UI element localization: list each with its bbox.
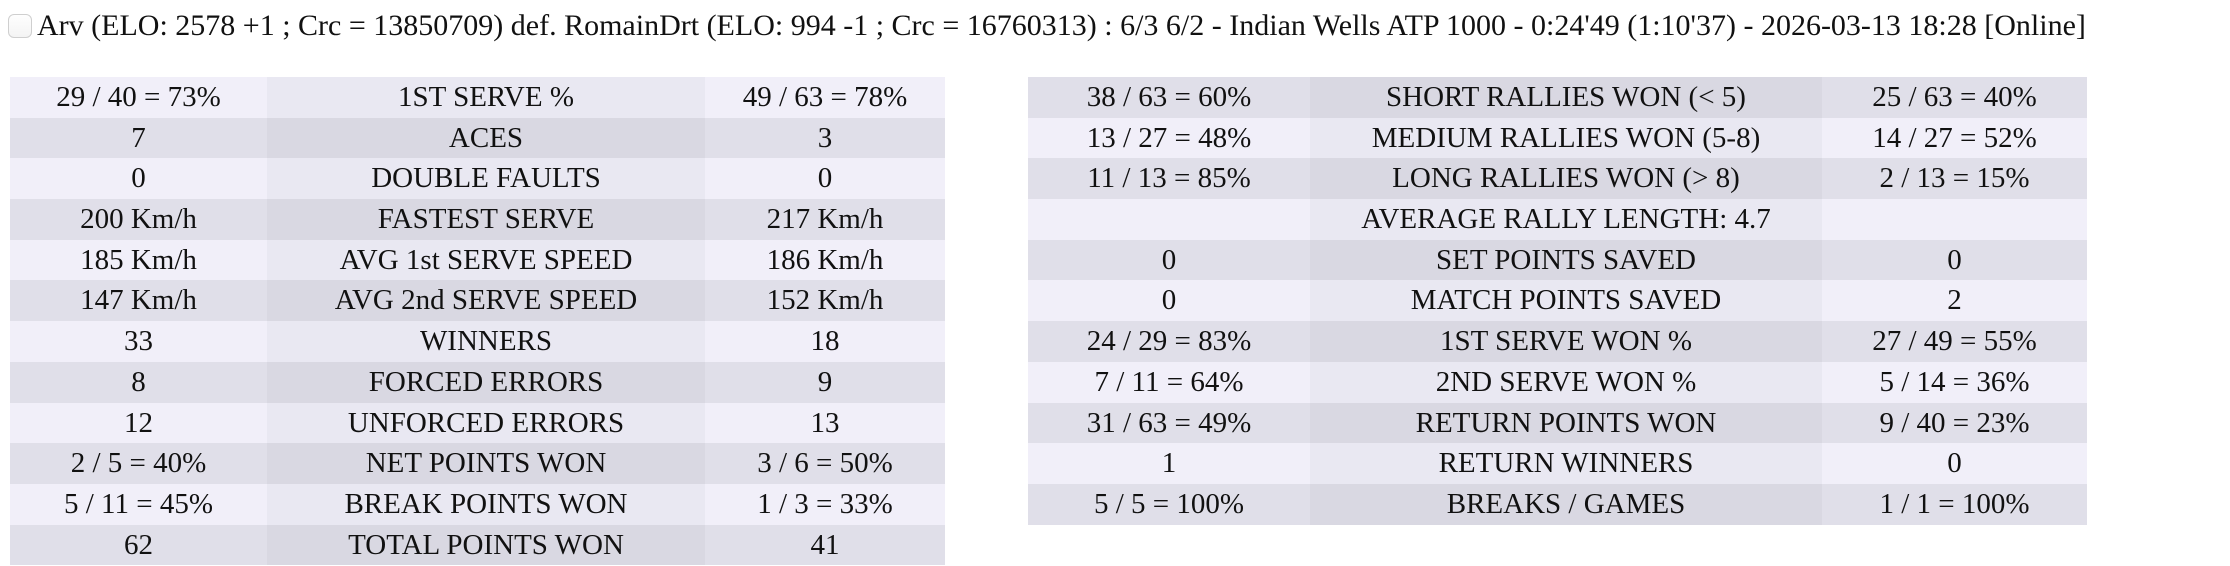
- stat-value-player1: 147 Km/h: [10, 280, 267, 322]
- stat-value-player1: 0: [1028, 280, 1310, 322]
- stat-value-player1: 12: [10, 402, 267, 444]
- stat-value-player2: 217 Km/h: [705, 199, 945, 240]
- stat-label: RETURN WINNERS: [1310, 443, 1822, 484]
- stat-label: MATCH POINTS SAVED: [1310, 280, 1822, 322]
- stat-label: TOTAL POINTS WON: [267, 524, 705, 566]
- stat-value-player2: 1 / 1 = 100%: [1822, 483, 2087, 525]
- stat-label: AVERAGE RALLY LENGTH: 4.7: [1310, 199, 1822, 240]
- stat-value-player1: 8: [10, 361, 267, 403]
- stat-value-player1: 5 / 5 = 100%: [1028, 483, 1310, 525]
- stat-label: FORCED ERRORS: [267, 361, 705, 403]
- stat-value-player2: 18: [705, 321, 945, 362]
- stat-label: UNFORCED ERRORS: [267, 402, 705, 444]
- stat-value-player2: 13: [705, 402, 945, 444]
- stat-value-player2: 25 / 63 = 40%: [1822, 77, 2087, 118]
- stat-label: NET POINTS WON: [267, 443, 705, 484]
- stat-value-player2: 152 Km/h: [705, 280, 945, 322]
- serve-and-points-stats-table: 29 / 40 = 73% 1ST SERVE % 49 / 63 = 78% 7 AC…: [10, 77, 945, 566]
- stat-value-player2: 5 / 14 = 36%: [1822, 361, 2087, 403]
- stat-value-player1: 62: [10, 524, 267, 566]
- stat-value-player1: 0: [10, 158, 267, 200]
- stat-value-player2: 41: [705, 524, 945, 566]
- stat-value-player1: 7 / 11 = 64%: [1028, 361, 1310, 403]
- stat-value-player2: 3: [705, 117, 945, 159]
- stat-value-player2: 9 / 40 = 23%: [1822, 402, 2087, 444]
- stat-label: SHORT RALLIES WON (< 5): [1310, 77, 1822, 118]
- stat-value-player2: 27 / 49 = 55%: [1822, 321, 2087, 362]
- stat-value-player1: 185 Km/h: [10, 239, 267, 281]
- stat-value-player1: 31 / 63 = 49%: [1028, 402, 1310, 444]
- stat-value-player2: 9: [705, 361, 945, 403]
- stat-label: BREAKS / GAMES: [1310, 483, 1822, 525]
- stat-value-player1: 11 / 13 = 85%: [1028, 158, 1310, 200]
- stat-value-player1: 24 / 29 = 83%: [1028, 321, 1310, 362]
- stat-value-player1: 1: [1028, 443, 1310, 484]
- stat-value-player1: 2 / 5 = 40%: [10, 443, 267, 484]
- stat-label: DOUBLE FAULTS: [267, 158, 705, 200]
- stat-label: SET POINTS SAVED: [1310, 239, 1822, 281]
- stat-value-player1: 200 Km/h: [10, 199, 267, 240]
- stat-value-player1: 38 / 63 = 60%: [1028, 77, 1310, 118]
- match-result-header: Arv (ELO: 2578 +1 ; Crc = 13850709) def.…: [8, 6, 2223, 46]
- stat-value-player2: 0: [1822, 443, 2087, 484]
- stat-label: ACES: [267, 117, 705, 159]
- stat-value-player2: 14 / 27 = 52%: [1822, 117, 2087, 159]
- stat-label: AVG 2nd SERVE SPEED: [267, 280, 705, 322]
- stat-label: WINNERS: [267, 321, 705, 362]
- stat-value-player2: 2: [1822, 280, 2087, 322]
- stat-value-player1: 13 / 27 = 48%: [1028, 117, 1310, 159]
- stat-label: 1ST SERVE %: [267, 77, 705, 118]
- stat-value-player2: 0: [705, 158, 945, 200]
- stat-value-player1: [1028, 199, 1310, 240]
- stat-label: 1ST SERVE WON %: [1310, 321, 1822, 362]
- stat-value-player1: 29 / 40 = 73%: [10, 77, 267, 118]
- stat-value-player1: 5 / 11 = 45%: [10, 483, 267, 525]
- stat-label: FASTEST SERVE: [267, 199, 705, 240]
- stat-value-player2: 0: [1822, 239, 2087, 281]
- stat-label: BREAK POINTS WON: [267, 483, 705, 525]
- stat-label: RETURN POINTS WON: [1310, 402, 1822, 444]
- stat-value-player2: 186 Km/h: [705, 239, 945, 281]
- stat-value-player1: 0: [1028, 239, 1310, 281]
- stat-value-player1: 33: [10, 321, 267, 362]
- stat-value-player2: [1822, 199, 2087, 240]
- stat-value-player2: 1 / 3 = 33%: [705, 483, 945, 525]
- match-select-checkbox[interactable]: [8, 14, 32, 38]
- stat-label: 2ND SERVE WON %: [1310, 361, 1822, 403]
- stat-label: MEDIUM RALLIES WON (5-8): [1310, 117, 1822, 159]
- stat-value-player1: 7: [10, 117, 267, 159]
- rallies-and-return-stats-table: 38 / 63 = 60% SHORT RALLIES WON (< 5) 25 /…: [1028, 77, 2087, 525]
- stat-label: AVG 1st SERVE SPEED: [267, 239, 705, 281]
- match-result-title: Arv (ELO: 2578 +1 ; Crc = 13850709) def.…: [37, 9, 2086, 42]
- stat-value-player2: 49 / 63 = 78%: [705, 77, 945, 118]
- stat-label: LONG RALLIES WON (> 8): [1310, 158, 1822, 200]
- stat-value-player2: 2 / 13 = 15%: [1822, 158, 2087, 200]
- stat-value-player2: 3 / 6 = 50%: [705, 443, 945, 484]
